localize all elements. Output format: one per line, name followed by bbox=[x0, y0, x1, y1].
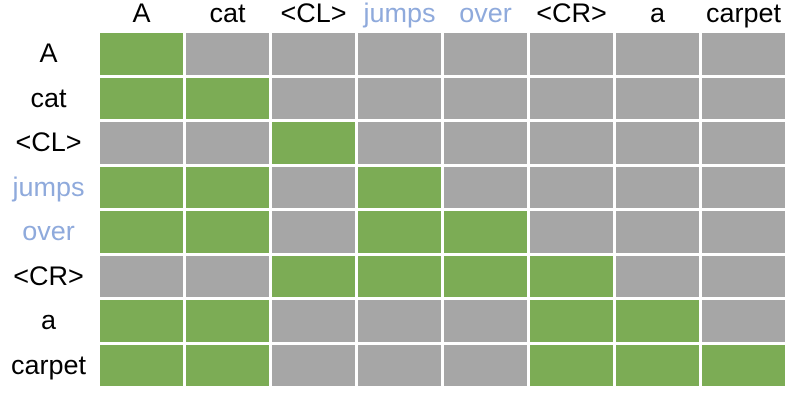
mask-cell bbox=[444, 255, 527, 297]
mask-cell bbox=[272, 211, 355, 253]
mask-cell bbox=[444, 122, 527, 164]
row-label: a bbox=[0, 300, 97, 342]
column-header: cat bbox=[186, 0, 269, 30]
mask-cell bbox=[358, 122, 441, 164]
row-label: cat bbox=[0, 77, 97, 119]
corner-spacer bbox=[0, 0, 97, 30]
mask-cell bbox=[616, 122, 699, 164]
mask-cell bbox=[530, 122, 613, 164]
row-label: carpet bbox=[0, 344, 97, 386]
mask-cell bbox=[358, 166, 441, 208]
mask-cell bbox=[616, 77, 699, 119]
mask-cell bbox=[444, 166, 527, 208]
mask-cell bbox=[186, 77, 269, 119]
mask-cell bbox=[616, 33, 699, 75]
mask-cell bbox=[702, 255, 785, 297]
column-header: jumps bbox=[358, 0, 441, 30]
mask-cell bbox=[702, 166, 785, 208]
mask-cell bbox=[530, 255, 613, 297]
column-header: <CR> bbox=[530, 0, 613, 30]
mask-cell bbox=[702, 33, 785, 75]
mask-cell bbox=[444, 77, 527, 119]
mask-cell bbox=[186, 122, 269, 164]
row-label: jumps bbox=[0, 166, 97, 208]
mask-cell bbox=[100, 33, 183, 75]
mask-cell bbox=[702, 300, 785, 342]
mask-cell bbox=[702, 211, 785, 253]
mask-cell bbox=[186, 300, 269, 342]
column-header: carpet bbox=[702, 0, 785, 30]
mask-cell bbox=[444, 211, 527, 253]
mask-cell bbox=[616, 344, 699, 386]
mask-cell bbox=[100, 344, 183, 386]
mask-cell bbox=[616, 211, 699, 253]
mask-cell bbox=[100, 122, 183, 164]
mask-cell bbox=[272, 122, 355, 164]
mask-cell bbox=[616, 300, 699, 342]
mask-cell bbox=[444, 33, 527, 75]
mask-cell bbox=[186, 344, 269, 386]
mask-cell bbox=[616, 255, 699, 297]
mask-cell bbox=[186, 33, 269, 75]
mask-cell bbox=[358, 211, 441, 253]
mask-cell bbox=[530, 166, 613, 208]
mask-cell bbox=[702, 77, 785, 119]
mask-cell bbox=[530, 77, 613, 119]
mask-cell bbox=[100, 300, 183, 342]
mask-cell bbox=[272, 300, 355, 342]
row-label: over bbox=[0, 211, 97, 253]
column-header: over bbox=[444, 0, 527, 30]
mask-cell bbox=[530, 33, 613, 75]
mask-cell bbox=[702, 122, 785, 164]
mask-cell bbox=[444, 300, 527, 342]
mask-cell bbox=[358, 300, 441, 342]
mask-cell bbox=[358, 33, 441, 75]
mask-cell bbox=[616, 166, 699, 208]
mask-cell bbox=[530, 300, 613, 342]
mask-cell bbox=[186, 166, 269, 208]
mask-cell bbox=[272, 77, 355, 119]
mask-cell bbox=[272, 344, 355, 386]
mask-cell bbox=[100, 255, 183, 297]
mask-cell bbox=[702, 344, 785, 386]
mask-cell bbox=[272, 33, 355, 75]
mask-cell bbox=[358, 77, 441, 119]
row-label: <CL> bbox=[0, 122, 97, 164]
mask-cell bbox=[272, 166, 355, 208]
mask-cell bbox=[358, 344, 441, 386]
mask-cell bbox=[100, 166, 183, 208]
mask-cell bbox=[530, 211, 613, 253]
mask-cell bbox=[186, 211, 269, 253]
mask-cell bbox=[186, 255, 269, 297]
row-label: A bbox=[0, 33, 97, 75]
column-header: A bbox=[100, 0, 183, 30]
mask-cell bbox=[358, 255, 441, 297]
mask-cell bbox=[272, 255, 355, 297]
mask-cell bbox=[530, 344, 613, 386]
mask-cell bbox=[100, 77, 183, 119]
mask-cell bbox=[100, 211, 183, 253]
row-label: <CR> bbox=[0, 255, 97, 297]
column-header: a bbox=[616, 0, 699, 30]
column-header: <CL> bbox=[272, 0, 355, 30]
mask-cell bbox=[444, 344, 527, 386]
